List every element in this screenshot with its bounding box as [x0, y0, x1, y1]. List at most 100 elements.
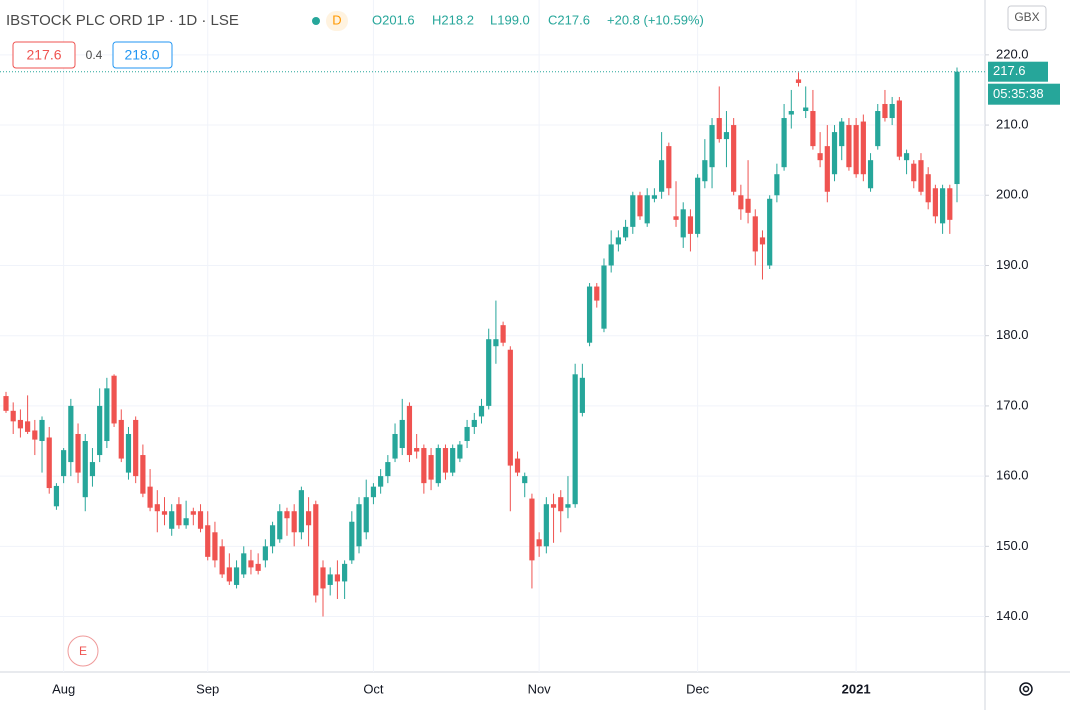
- candles: [3, 67, 960, 617]
- event-marker[interactable]: E: [79, 644, 87, 658]
- candle-body: [161, 511, 168, 515]
- badge: D: [332, 12, 341, 27]
- candle-body: [320, 567, 326, 589]
- candle-body: [147, 486, 153, 508]
- candle-body: [205, 525, 211, 557]
- candle-body: [810, 111, 816, 147]
- candle-body: [831, 132, 838, 175]
- candle-body: [133, 419, 139, 477]
- settings-icon[interactable]: [1019, 682, 1033, 696]
- x-tick-label: Oct: [363, 681, 384, 696]
- candle-body: [478, 405, 485, 417]
- countdown-box: [988, 83, 1060, 105]
- candle-body: [219, 546, 225, 575]
- candle-body: [118, 419, 124, 459]
- y-tick-label: 140.0: [996, 608, 1029, 623]
- candle-body: [10, 410, 16, 422]
- candle-body: [529, 498, 535, 561]
- candle-body: [370, 486, 377, 498]
- candle-body: [53, 485, 60, 507]
- candle-body: [716, 118, 722, 140]
- candle-body: [248, 560, 254, 568]
- candle-body: [3, 396, 9, 411]
- candle-body: [25, 421, 31, 432]
- candle-body: [947, 188, 953, 220]
- candle-body: [687, 216, 694, 234]
- candle-body: [572, 374, 578, 505]
- currency-box[interactable]: [1007, 5, 1047, 31]
- candle-body: [774, 174, 780, 196]
- candle-body: [169, 511, 175, 529]
- candle-body: [97, 405, 103, 456]
- last-price-label: 217.6: [993, 63, 1026, 78]
- spread: 0.4: [86, 48, 103, 62]
- gear[interactable]: [1019, 682, 1033, 696]
- candle-body: [558, 497, 564, 512]
- candle-body: [752, 216, 758, 252]
- candle-body: [226, 567, 232, 582]
- candle-body: [507, 349, 513, 466]
- candle-body: [889, 103, 895, 119]
- candle-body: [334, 574, 341, 582]
- y-tick-label: 180.0: [996, 327, 1029, 342]
- candle-body: [867, 160, 874, 189]
- candle-body: [601, 265, 607, 329]
- candle-body: [435, 448, 441, 484]
- candle-body: [932, 188, 938, 217]
- candle-body: [803, 107, 809, 112]
- candle-body: [349, 521, 355, 561]
- candle-body: [939, 188, 946, 224]
- candle-body: [197, 511, 204, 529]
- quote: O201.6 H218.2 L199.0 C217.6 +20.8 (+10.59%): [372, 12, 704, 27]
- ask-box[interactable]: [112, 41, 173, 69]
- candle-body: [356, 504, 362, 547]
- y-tick-label: 170.0: [996, 397, 1029, 412]
- event-marker-circle[interactable]: [67, 635, 99, 667]
- candle-body: [46, 437, 52, 489]
- symbol-title: IBSTOCK PLC ORD 1P · 1D · LSE: [6, 12, 239, 29]
- x-tick-label: Dec: [686, 681, 710, 696]
- candle-body: [385, 462, 391, 477]
- y-tick-label: 220.0: [996, 46, 1029, 61]
- candle-body: [183, 518, 189, 526]
- candle-body: [68, 405, 74, 463]
- candle-body: [298, 490, 304, 533]
- currency[interactable]: GBX: [1014, 10, 1039, 24]
- candle-body: [32, 430, 38, 440]
- candle-body: [846, 125, 852, 168]
- last-price-box: [988, 61, 1048, 82]
- bid[interactable]: 217.6: [26, 47, 61, 63]
- candle-body: [82, 441, 88, 498]
- badge-bg: [326, 11, 348, 31]
- candle-body: [399, 419, 405, 449]
- candle-body: [608, 244, 614, 266]
- candle-body: [622, 226, 629, 238]
- gear-center[interactable]: [1022, 685, 1030, 693]
- candle-body: [839, 121, 845, 147]
- candle-body: [723, 132, 730, 140]
- candle-body: [190, 511, 196, 515]
- grid: 140.0 150.0 160.0 170.0 180.0 190.0 200.0 210.0…: [0, 0, 1029, 696]
- ask[interactable]: 218.0: [124, 47, 159, 63]
- candle-body: [500, 325, 506, 343]
- candle-body: [659, 160, 665, 192]
- quote-value: +20.8 (+10.59%): [607, 12, 704, 27]
- candle-body: [759, 237, 766, 245]
- bid-box[interactable]: [12, 41, 76, 69]
- candle-body: [565, 504, 571, 508]
- candle-body: [514, 458, 521, 473]
- candle-body: [291, 511, 297, 533]
- candle-body: [378, 476, 384, 487]
- candle-body: [305, 511, 312, 526]
- candle-body: [522, 476, 528, 484]
- candle-body: [125, 433, 132, 473]
- candle-body: [630, 195, 636, 227]
- candle-body: [471, 419, 477, 427]
- quote-value: L199.0: [490, 12, 530, 27]
- candle-body: [911, 163, 917, 182]
- candle-body: [767, 198, 773, 266]
- candle-body: [39, 419, 45, 442]
- candle-body: [457, 444, 463, 459]
- candle-body: [414, 448, 420, 452]
